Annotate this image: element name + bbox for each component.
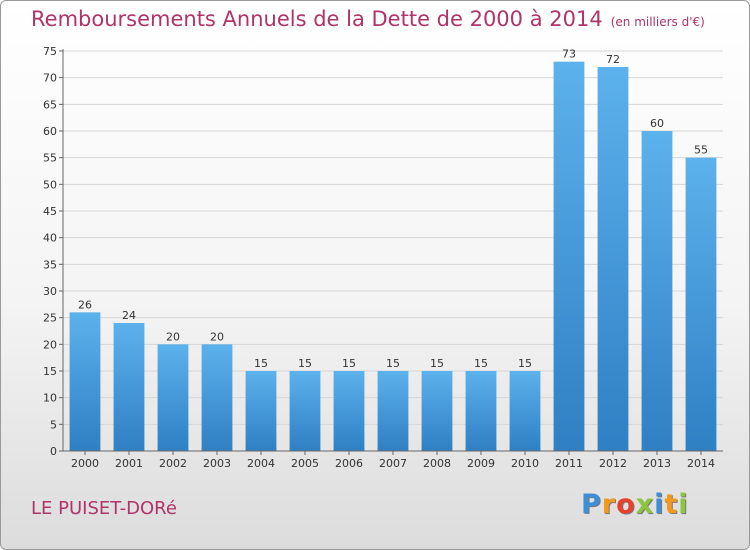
x-tick-label: 2007 <box>379 457 407 470</box>
data-label: 20 <box>166 330 180 343</box>
x-tick-label: 2014 <box>687 457 715 470</box>
data-label: 73 <box>562 48 576 61</box>
data-label: 15 <box>386 357 400 370</box>
bar <box>201 344 233 451</box>
bar <box>377 371 409 451</box>
bar <box>509 371 541 451</box>
bar <box>289 371 321 451</box>
bar <box>245 371 277 451</box>
bar <box>553 61 585 452</box>
y-tick-label: 75 <box>43 45 57 58</box>
x-tick-label: 2006 <box>335 457 363 470</box>
x-tick-label: 2008 <box>423 457 451 470</box>
y-tick-label: 10 <box>43 392 57 405</box>
x-tick-label: 2001 <box>115 457 143 470</box>
data-label: 26 <box>78 298 92 311</box>
data-label: 55 <box>694 144 708 157</box>
bars: 26 24 20 20 15 15 15 15 15 15 15 73 72 60 55 <box>69 48 717 452</box>
x-tick-label: 2002 <box>159 457 187 470</box>
x-tick-label: 2011 <box>555 457 583 470</box>
logo-letter: t <box>664 489 679 520</box>
data-label: 15 <box>474 357 488 370</box>
data-label: 15 <box>298 357 312 370</box>
data-label: 15 <box>254 357 268 370</box>
chart-unit: (en milliers d'€) <box>610 15 705 29</box>
data-label: 20 <box>210 330 224 343</box>
data-label: 15 <box>430 357 444 370</box>
bar <box>641 131 673 451</box>
data-label: 72 <box>606 53 620 66</box>
logo-letter: x <box>635 489 655 520</box>
y-tick-label: 55 <box>43 152 57 165</box>
bar <box>465 371 497 451</box>
bar <box>69 312 101 451</box>
proxiti-logo[interactable]: Proxiti <box>581 489 689 520</box>
y-tick-label: 50 <box>43 178 57 191</box>
bar <box>421 371 453 451</box>
data-label: 15 <box>518 357 532 370</box>
bar <box>597 67 629 451</box>
bar <box>333 371 365 451</box>
logo-letter: r <box>601 489 617 520</box>
x-tick-label: 2004 <box>247 457 275 470</box>
x-tick-label: 2009 <box>467 457 495 470</box>
logo-letter: i <box>678 489 689 520</box>
city-name: LE PUISET-DORé <box>31 498 177 519</box>
y-tick-label: 25 <box>43 312 57 325</box>
data-label: 15 <box>342 357 356 370</box>
bar <box>113 323 145 451</box>
data-label: 60 <box>650 117 664 130</box>
y-tick-label: 40 <box>43 232 57 245</box>
y-tick-label: 20 <box>43 338 57 351</box>
y-tick-label: 65 <box>43 98 57 111</box>
x-tick-label: 2005 <box>291 457 319 470</box>
y-tick-label: 35 <box>43 258 57 271</box>
bar <box>685 157 717 451</box>
x-tick-label: 2000 <box>71 457 99 470</box>
y-tick-label: 30 <box>43 285 57 298</box>
axes: 0 5 10 15 20 25 30 35 40 45 50 55 60 65 70 75 2000 2001 20… <box>43 45 723 470</box>
logo-letter: i <box>654 489 665 520</box>
y-tick-label: 70 <box>43 72 57 85</box>
x-tick-label: 2013 <box>643 457 671 470</box>
chart-title: Remboursements Annuels de la Dette de 20… <box>31 7 705 31</box>
bar <box>157 344 189 451</box>
chart-title-text: Remboursements Annuels de la Dette de 20… <box>31 7 603 31</box>
x-tick-label: 2010 <box>511 457 539 470</box>
y-tick-label: 45 <box>43 205 57 218</box>
y-tick-label: 15 <box>43 365 57 378</box>
y-tick-label: 0 <box>50 445 57 458</box>
x-tick-label: 2003 <box>203 457 231 470</box>
y-tick-label: 5 <box>50 418 57 431</box>
data-label: 24 <box>122 309 136 322</box>
y-tick-label: 60 <box>43 125 57 138</box>
x-tick-label: 2012 <box>599 457 627 470</box>
logo-letter: o <box>616 489 636 520</box>
logo-letter: P <box>581 489 602 520</box>
